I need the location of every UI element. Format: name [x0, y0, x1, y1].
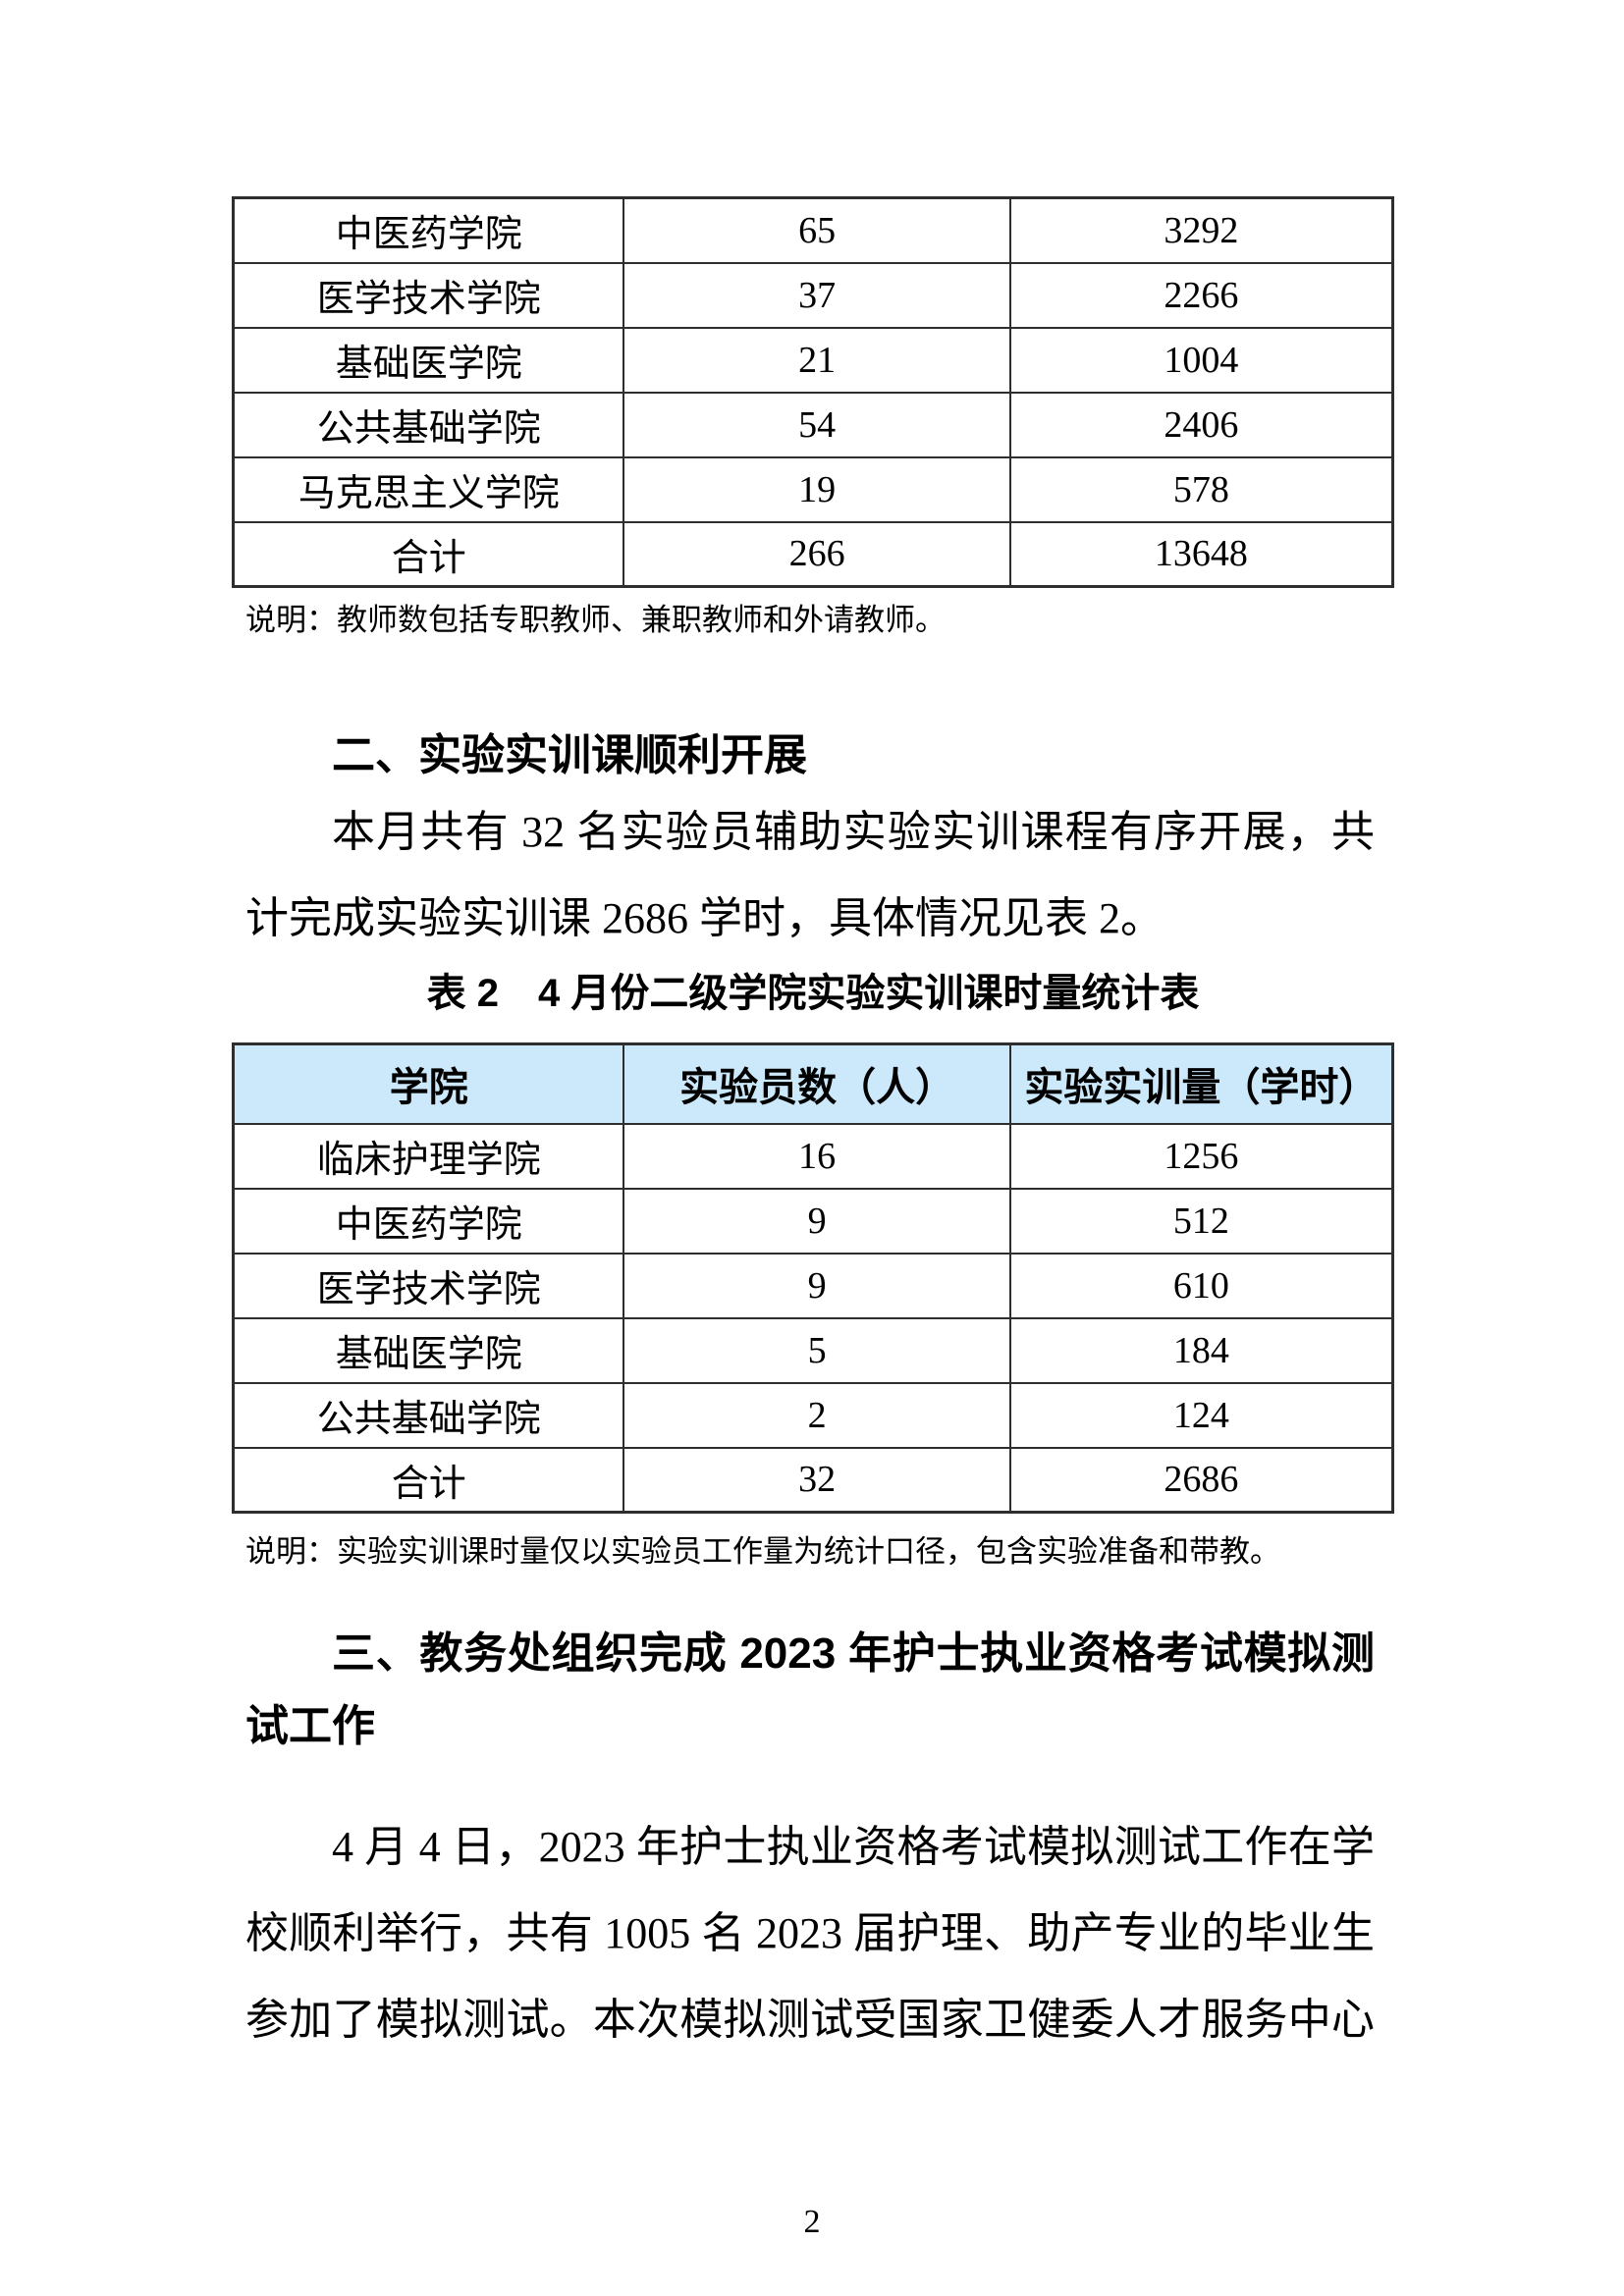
- table-row: 马克思主义学院 19 578: [232, 455, 1394, 523]
- table-cell: 9: [623, 1252, 1011, 1319]
- table-cell: 2406: [1008, 391, 1394, 458]
- table-cell: 2686: [1008, 1446, 1394, 1514]
- table-cell: 医学技术学院: [232, 261, 625, 329]
- table-row: 公共基础学院 54 2406: [232, 391, 1394, 458]
- table-header-row: 学院 实验员数（人） 实验实训量（学时）: [232, 1042, 1394, 1125]
- table-cell: 中医药学院: [232, 196, 625, 264]
- paragraph-line: 计完成实验实训课 2686 学时，具体情况见表 2。: [245, 894, 1164, 942]
- table-cell: 医学技术学院: [232, 1252, 625, 1319]
- table-cell: 578: [1008, 455, 1394, 523]
- table-cell: 合计: [232, 1446, 625, 1514]
- teacher-hours-table: 中医药学院 65 3292 医学技术学院 37 2266 基础医学院 21 10…: [232, 196, 1394, 588]
- table1-note: 说明：教师数包括专职教师、兼职教师和外请教师。: [245, 603, 946, 637]
- section2-paragraph: 本月共有 32 名实验员辅助实验实训课程有序开展，共 计完成实验实训课 2686…: [245, 789, 1375, 962]
- table2-caption: 表 2 4 月份二级学院实验实训课时量统计表: [426, 972, 1200, 1015]
- table-row: 医学技术学院 37 2266: [232, 261, 1394, 329]
- paragraph-line: 校顺利举行，共有 1005 名 2023 届护理、助产专业的毕业生: [245, 1909, 1375, 1957]
- page-number: 2: [803, 2204, 821, 2240]
- table-row: 中医药学院 9 512: [232, 1187, 1394, 1255]
- table-row: 基础医学院 21 1004: [232, 326, 1394, 394]
- table-cell: 1004: [1008, 326, 1394, 394]
- table-total-row: 合计 32 2686: [232, 1446, 1394, 1514]
- table-cell: 124: [1008, 1381, 1394, 1449]
- table-cell: 184: [1008, 1316, 1394, 1384]
- table-cell: 610: [1008, 1252, 1394, 1319]
- table-cell: 512: [1008, 1187, 1394, 1255]
- table-cell: 公共基础学院: [232, 1381, 625, 1449]
- section2-heading-text: 二、实验实训课顺利开展: [332, 731, 807, 779]
- table-cell: 5: [623, 1316, 1011, 1384]
- table-cell: 1256: [1008, 1122, 1394, 1190]
- table-row: 公共基础学院 2 124: [232, 1381, 1394, 1449]
- paragraph-line: 4 月 4 日，2023 年护士执业资格考试模拟测试工作在学: [332, 1823, 1375, 1871]
- table-cell: 基础医学院: [232, 326, 625, 394]
- table-cell: 合计: [232, 520, 625, 588]
- section3-heading-line: 三、教务处组织完成 2023 年护士执业资格考试模拟测: [332, 1629, 1375, 1678]
- table-cell: 19: [623, 455, 1011, 523]
- table-cell: 3292: [1008, 196, 1394, 264]
- table-cell: 37: [623, 261, 1011, 329]
- table2-note: 说明：实验实训课时量仅以实验员工作量为统计口径，包含实验准备和带教。: [245, 1534, 1280, 1569]
- table-cell: 中医药学院: [232, 1187, 625, 1255]
- column-header: 实验实训量（学时）: [1008, 1042, 1394, 1125]
- table-row: 临床护理学院 16 1256: [232, 1122, 1394, 1190]
- section3-heading: 三、教务处组织完成 2023 年护士执业资格考试模拟测 试工作: [245, 1618, 1375, 1763]
- table-cell: 266: [623, 520, 1011, 588]
- table-cell: 13648: [1008, 520, 1394, 588]
- table-cell: 公共基础学院: [232, 391, 625, 458]
- table-cell: 9: [623, 1187, 1011, 1255]
- table-cell: 马克思主义学院: [232, 455, 625, 523]
- table-cell: 临床护理学院: [232, 1122, 625, 1190]
- column-header: 实验员数（人）: [623, 1042, 1011, 1125]
- table-cell: 2266: [1008, 261, 1394, 329]
- table-cell: 21: [623, 326, 1011, 394]
- table-row: 中医药学院 65 3292: [232, 196, 1394, 264]
- table-cell: 32: [623, 1446, 1011, 1514]
- column-header: 学院: [232, 1042, 625, 1125]
- table-cell: 基础医学院: [232, 1316, 625, 1384]
- paragraph-line: 参加了模拟测试。本次模拟测试受国家卫健委人才服务中心: [245, 1996, 1375, 2044]
- lab-training-hours-table: 学院 实验员数（人） 实验实训量（学时） 临床护理学院 16 1256 中医药学…: [232, 1042, 1394, 1514]
- table-cell: 54: [623, 391, 1011, 458]
- table-total-row: 合计 266 13648: [232, 520, 1394, 588]
- table-cell: 65: [623, 196, 1011, 264]
- paragraph-line: 本月共有 32 名实验员辅助实验实训课程有序开展，共: [332, 808, 1375, 856]
- section2-heading: 二、实验实训课顺利开展: [245, 720, 1375, 782]
- table-cell: 16: [623, 1122, 1011, 1190]
- table-row: 基础医学院 5 184: [232, 1316, 1394, 1384]
- table-cell: 2: [623, 1381, 1011, 1449]
- section3-heading-line: 试工作: [245, 1702, 375, 1750]
- section3-paragraph: 4 月 4 日，2023 年护士执业资格考试模拟测试工作在学 校顺利举行，共有 …: [245, 1804, 1375, 2063]
- table-row: 医学技术学院 9 610: [232, 1252, 1394, 1319]
